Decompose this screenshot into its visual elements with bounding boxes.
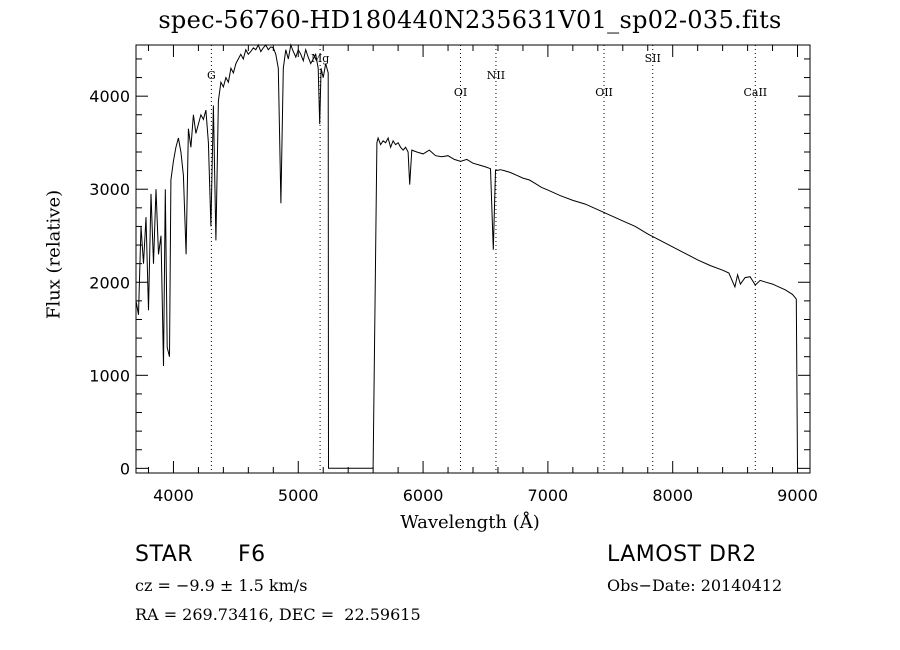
x-tick-label: 4000 (153, 486, 194, 505)
y-axis-label: Flux (relative) (43, 189, 65, 320)
survey-name: LAMOST DR2 (607, 542, 757, 567)
y-tick-label: 2000 (89, 273, 130, 292)
x-tick-label: 7000 (528, 486, 569, 505)
annotation-label-sii: SII (645, 52, 661, 65)
x-tick-label: 5000 (278, 486, 319, 505)
obs-date: Obs−Date: 20140412 (607, 576, 783, 595)
x-tick-label: 6000 (403, 486, 444, 505)
spectrum-line (135, 43, 798, 469)
annotation-label-nii: NII (487, 69, 505, 82)
x-tick-label: 9000 (777, 486, 818, 505)
y-tick-label: 4000 (89, 87, 130, 106)
axes: 4000 5000 6000 7000 8000 9000 0 1000 2000 3000 400… (89, 44, 818, 505)
annotation-label-caii: CaII (743, 86, 767, 99)
plot-frame (135, 44, 811, 474)
annotation-label-oii: OII (595, 86, 613, 99)
y-tick-label: 0 (120, 459, 130, 478)
chart-title: spec-56760-HD180440N235631V01_sp02-035.f… (158, 6, 782, 34)
x-axis-label: Wavelength (Å) (400, 512, 540, 533)
object-type: STAR (135, 542, 194, 567)
spectral-subclass: F6 (238, 542, 266, 567)
cz-value: cz = −9.9 ± 1.5 km/s (135, 576, 308, 595)
x-tick-label: 8000 (652, 486, 693, 505)
annotation-label-g: G (207, 69, 216, 82)
annotation-label-oi: OI (454, 86, 467, 99)
y-tick-label: 1000 (89, 366, 130, 385)
coordinates: RA = 269.73416, DEC = 22.59615 (135, 605, 421, 624)
y-tick-label: 3000 (89, 180, 130, 199)
